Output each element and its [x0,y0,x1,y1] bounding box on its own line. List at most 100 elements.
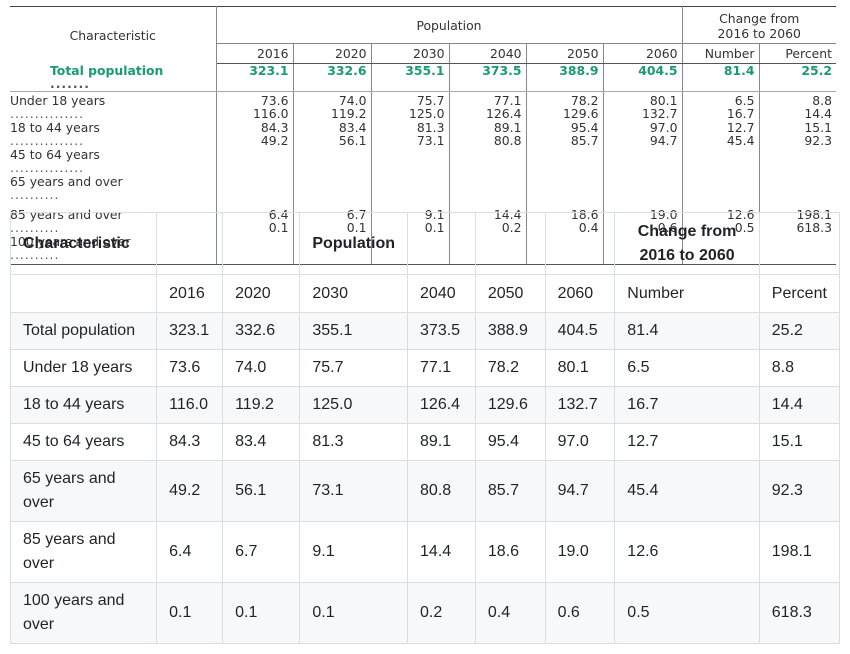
table-cell: 0.1 [156,582,224,644]
header-row: Characteristic Population Change from 201… [9,212,841,275]
source-characteristic-header: Characteristic [10,6,217,64]
table-cell: 404.5 [544,312,616,350]
table-cell: 0.6 [544,582,616,644]
empty-header-cell [544,212,616,275]
source-cell: 388.9 [526,63,604,92]
row-label: 18 to 44 years [9,386,158,424]
number-header: Number [614,274,760,313]
table-cell: 355.1 [299,312,409,350]
table-cell: 81.3 [299,423,409,461]
table-row: 65 years and over 49.2 56.1 73.1 80.8 85… [9,460,841,522]
table-cell: 92.3 [758,460,841,522]
source-change-header-line1: Change from [719,11,800,26]
table-cell: 45.4 [614,460,760,522]
row-label: 85 years and over [9,521,158,583]
table-cell: 618.3 [758,582,841,644]
table-row: Total population 323.1 332.6 355.1 373.5… [9,312,841,350]
table-cell: 95.4 [474,423,546,461]
table-cell: 332.6 [222,312,301,350]
population-header: Population [299,212,409,275]
row-label: Total population [9,312,158,350]
table-cell: 94.7 [544,460,616,522]
table-cell: 132.7 [544,386,616,424]
table-cell: 6.5 [614,349,760,387]
table-cell: 16.7 [614,386,760,424]
source-cell-col-2060: 80.1 132.7 97.0 94.7 [603,91,683,208]
table-cell: 0.4 [474,582,546,644]
year-header: 2060 [544,274,616,313]
source-year-header: 2020 [293,43,372,64]
html-table: Characteristic Population Change from 201… [9,212,841,644]
source-total-row: Total population ....... 323.1 332.6 355… [10,63,836,92]
table-cell: 0.1 [299,582,409,644]
year-header: 2016 [156,274,224,313]
source-cell-col-2040: 77.1 126.4 89.1 80.8 [449,91,527,208]
row-label: 100 years and over [9,582,158,644]
table-cell: 74.0 [222,349,301,387]
empty-header-cell [758,212,841,275]
table-cell: 126.4 [407,386,476,424]
year-header: 2030 [299,274,409,313]
table-cell: 0.5 [614,582,760,644]
source-cell: 81.4 [682,63,760,92]
year-header: 2050 [474,274,546,313]
table-cell: 81.4 [614,312,760,350]
table-cell: 9.1 [299,521,409,583]
table-cell: 56.1 [222,460,301,522]
source-cell-col-2016: 73.6 116.0 84.3 49.2 [216,91,294,208]
empty-header-cell [156,212,224,275]
table-cell: 116.0 [156,386,224,424]
table-cell: 14.4 [758,386,841,424]
table-cell: 73.1 [299,460,409,522]
table-cell: 388.9 [474,312,546,350]
source-cell: 373.5 [449,63,527,92]
year-header: 2040 [407,274,476,313]
source-year-header: 2040 [449,43,527,64]
table-cell: 83.4 [222,423,301,461]
table-row: 18 to 44 years 116.0 119.2 125.0 126.4 1… [9,386,841,424]
table-cell: 8.8 [758,349,841,387]
row-label: Under 18 years [9,349,158,387]
table-cell: 18.6 [474,521,546,583]
source-year-header-row: 2016 2020 2030 2040 2050 2060 Number Per… [10,43,836,64]
table-cell: 373.5 [407,312,476,350]
source-change-header-line2: 2016 to 2060 [717,26,801,41]
html-table-wrapper: Characteristic Population Change from 201… [9,212,841,644]
table-cell: 78.2 [474,349,546,387]
table-cell: 84.3 [156,423,224,461]
table-row: 85 years and over 6.4 6.7 9.1 14.4 18.6 … [9,521,841,583]
source-cell-col-2050: 78.2 129.6 95.4 85.7 [526,91,604,208]
change-header: Change from 2016 to 2060 [614,212,760,275]
row-label: 65 years and over [9,460,158,522]
source-cell-col-number: 6.5 16.7 12.7 45.4 [682,91,760,208]
source-age-group-block: Under 18 years............... 18 to 44 y… [10,91,836,208]
source-row-label: Total population ....... [10,63,217,92]
table-cell: 77.1 [407,349,476,387]
source-cell-col-2030: 75.7 125.0 81.3 73.1 [371,91,450,208]
table-cell: 6.7 [222,521,301,583]
empty-header-cell [407,212,476,275]
table-cell: 12.6 [614,521,760,583]
source-year-header: 2016 [216,43,294,64]
table-cell: 125.0 [299,386,409,424]
source-cell: 332.6 [293,63,372,92]
source-cell-col-percent: 8.8 14.4 15.1 92.3 [804,92,832,148]
table-cell: 75.7 [299,349,409,387]
table-cell: 89.1 [407,423,476,461]
percent-header: Percent [758,274,841,313]
source-population-header: Population [216,6,683,44]
source-row-labels: Under 18 years............... 18 to 44 y… [10,91,217,208]
source-cell-col-2020: 74.0 119.2 83.4 56.1 [293,91,372,208]
table-cell: 0.2 [407,582,476,644]
table-cell: 85.7 [474,460,546,522]
year-header: 2020 [222,274,301,313]
table-cell: 80.1 [544,349,616,387]
table-cell: 323.1 [156,312,224,350]
empty-header-cell [9,274,158,313]
table-cell: 198.1 [758,521,841,583]
table-row: Under 18 years 73.6 74.0 75.7 77.1 78.2 … [9,349,841,387]
source-year-header: 2050 [526,43,604,64]
characteristic-header: Characteristic [9,212,158,275]
source-cell: 323.1 [216,63,294,92]
source-number-header: Number [682,43,760,64]
